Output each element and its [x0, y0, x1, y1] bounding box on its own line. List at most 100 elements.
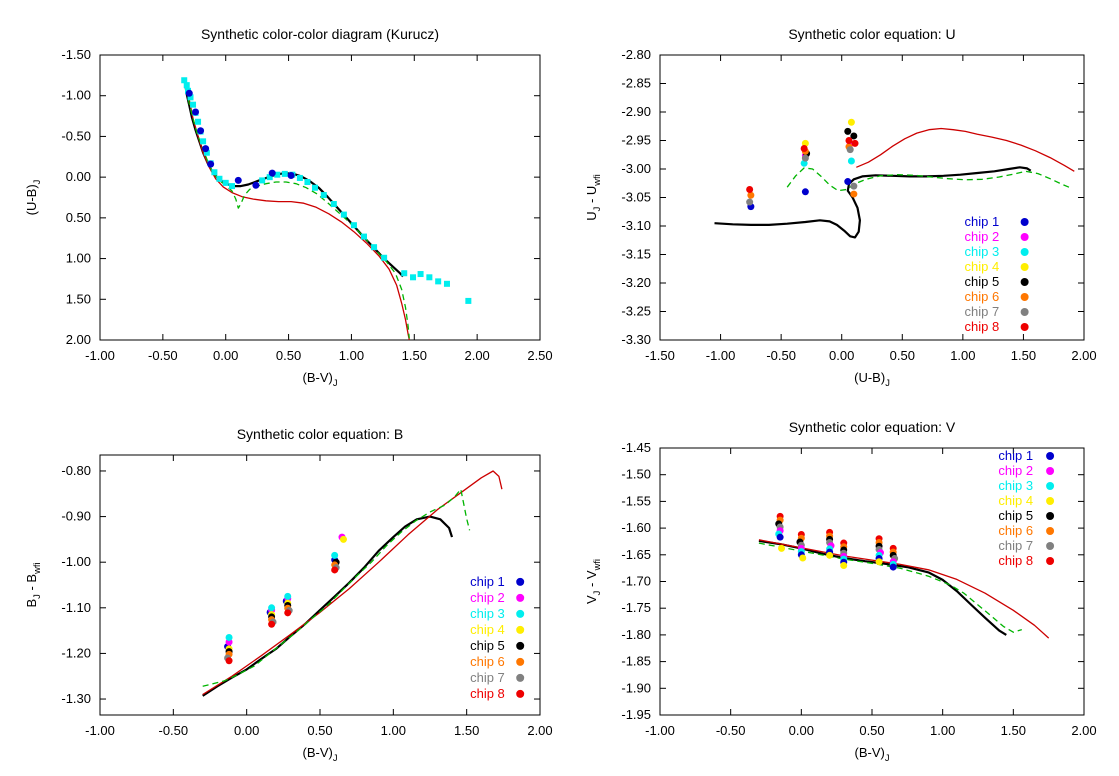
- svg-text:0.00: 0.00: [66, 169, 91, 184]
- svg-text:Synthetic color equation: V: Synthetic color equation: V: [789, 419, 956, 435]
- svg-text:-0.90: -0.90: [61, 509, 91, 524]
- svg-text:-3.25: -3.25: [621, 304, 651, 319]
- svg-text:Synthetic color equation: B: Synthetic color equation: B: [237, 426, 404, 442]
- svg-text:-1.00: -1.00: [645, 723, 675, 738]
- svg-text:-1.80: -1.80: [621, 627, 651, 642]
- svg-text:1.00: 1.00: [66, 251, 91, 266]
- svg-text:-1.55: -1.55: [621, 493, 651, 508]
- color-equation-v-plot: -1.00 -0.50 0.00 0.50 1.00 1.50 2.00 -1.45 -1.50…: [584, 419, 1097, 763]
- svg-text:(B-V)J: (B-V)J: [854, 745, 889, 763]
- svg-text:chip 3: chip 3: [964, 244, 999, 259]
- svg-text:chip 5: chip 5: [998, 508, 1033, 523]
- svg-text:-1.10: -1.10: [61, 600, 91, 615]
- svg-text:-1.00: -1.00: [706, 348, 736, 363]
- svg-text:2.00: 2.00: [1071, 348, 1096, 363]
- svg-text:-2.80: -2.80: [621, 47, 651, 62]
- svg-text:1.00: 1.00: [950, 348, 975, 363]
- svg-text:-2.95: -2.95: [621, 133, 651, 148]
- svg-text:(U-B)J: (U-B)J: [24, 180, 42, 216]
- svg-text:chip 7: chip 7: [964, 304, 999, 319]
- svg-text:1.00: 1.00: [339, 348, 364, 363]
- svg-text:2.00: 2.00: [66, 332, 91, 347]
- svg-text:0.00: 0.00: [234, 723, 259, 738]
- svg-text:0.50: 0.50: [276, 348, 301, 363]
- color-color-diagram-plot: -1.00 -0.50 0.00 0.50 1.00 1.50 2.00 2.50 -1.50 -…: [24, 26, 553, 388]
- svg-text:chip 3: chip 3: [998, 478, 1033, 493]
- svg-text:0.00: 0.00: [213, 348, 238, 363]
- svg-text:-0.50: -0.50: [766, 348, 796, 363]
- svg-text:0.50: 0.50: [890, 348, 915, 363]
- svg-text:chip 6: chip 6: [470, 654, 505, 669]
- svg-text:chip 4: chip 4: [470, 622, 505, 637]
- svg-text:chip 4: chip 4: [964, 259, 999, 274]
- svg-text:-0.80: -0.80: [61, 463, 91, 478]
- color-equation-b-plot: -1.00 -0.50 0.00 0.50 1.00 1.50 2.00 -0.80 -0.90…: [24, 426, 553, 763]
- svg-text:1.50: 1.50: [66, 291, 91, 306]
- svg-text:chip 8: chip 8: [998, 553, 1033, 568]
- svg-text:-3.15: -3.15: [621, 247, 651, 262]
- svg-text:-1.00: -1.00: [61, 88, 91, 103]
- svg-text:chip 7: chip 7: [998, 538, 1033, 553]
- svg-text:chip 5: chip 5: [470, 638, 505, 653]
- svg-text:-1.95: -1.95: [621, 707, 651, 722]
- svg-text:chip 4: chip 4: [998, 493, 1033, 508]
- svg-text:(U-B)J: (U-B)J: [854, 370, 890, 388]
- svg-text:-3.05: -3.05: [621, 190, 651, 205]
- svg-text:-1.50: -1.50: [621, 467, 651, 482]
- svg-text:chip 2: chip 2: [964, 229, 999, 244]
- svg-text:1.00: 1.00: [381, 723, 406, 738]
- svg-text:1.50: 1.50: [1001, 723, 1026, 738]
- svg-text:1.00: 1.00: [930, 723, 955, 738]
- color-equation-u-plot: -1.50 -1.00 -0.50 0.00 0.50 1.00 1.50 2.00 -2.80…: [584, 26, 1097, 388]
- svg-text:chip 1: chip 1: [470, 574, 505, 589]
- svg-text:-1.20: -1.20: [61, 645, 91, 660]
- svg-text:1.50: 1.50: [402, 348, 427, 363]
- svg-text:chip 7: chip 7: [470, 670, 505, 685]
- svg-text:chip 8: chip 8: [964, 319, 999, 334]
- svg-text:2.00: 2.00: [527, 723, 552, 738]
- svg-text:-3.10: -3.10: [621, 218, 651, 233]
- svg-text:-2.85: -2.85: [621, 76, 651, 91]
- svg-text:chip 6: chip 6: [964, 289, 999, 304]
- svg-text:-0.50: -0.50: [61, 128, 91, 143]
- svg-text:-1.75: -1.75: [621, 600, 651, 615]
- svg-text:-0.50: -0.50: [716, 723, 746, 738]
- svg-text:0.50: 0.50: [307, 723, 332, 738]
- svg-text:-2.90: -2.90: [621, 104, 651, 119]
- svg-text:-1.60: -1.60: [621, 520, 651, 535]
- svg-text:BJ - Bwfi: BJ - Bwfi: [24, 563, 42, 608]
- svg-text:0.50: 0.50: [859, 723, 884, 738]
- chart-panel-color-color-diagram: -1.00 -0.50 0.00 0.50 1.00 1.50 2.00 2.50 -1.50 -…: [0, 0, 560, 388]
- svg-text:-1.65: -1.65: [621, 547, 651, 562]
- svg-text:(B-V)J: (B-V)J: [302, 370, 337, 388]
- svg-text:-3.00: -3.00: [621, 161, 651, 176]
- svg-text:2.50: 2.50: [527, 348, 552, 363]
- svg-text:VJ - Vwfi: VJ - Vwfi: [584, 559, 602, 604]
- svg-text:-1.70: -1.70: [621, 574, 651, 589]
- svg-text:UJ - Uwfi: UJ - Uwfi: [584, 174, 602, 220]
- chart-panel-color-equation-v: -1.00 -0.50 0.00 0.50 1.00 1.50 2.00 -1.45 -1.50…: [560, 388, 1119, 776]
- svg-text:0.50: 0.50: [66, 210, 91, 225]
- svg-text:chip 6: chip 6: [998, 523, 1033, 538]
- svg-text:-1.00: -1.00: [61, 554, 91, 569]
- svg-text:0.00: 0.00: [789, 723, 814, 738]
- svg-text:(B-V)J: (B-V)J: [302, 745, 337, 763]
- svg-text:chip 1: chip 1: [964, 214, 999, 229]
- svg-text:2.00: 2.00: [464, 348, 489, 363]
- svg-text:2.00: 2.00: [1071, 723, 1096, 738]
- svg-text:-0.50: -0.50: [148, 348, 178, 363]
- svg-text:-1.50: -1.50: [645, 348, 675, 363]
- svg-text:-1.90: -1.90: [621, 680, 651, 695]
- svg-text:-3.30: -3.30: [621, 332, 651, 347]
- chart-panel-color-equation-b: -1.00 -0.50 0.00 0.50 1.00 1.50 2.00 -0.80 -0.90…: [0, 388, 560, 776]
- svg-text:chip 8: chip 8: [470, 686, 505, 701]
- svg-text:1.50: 1.50: [454, 723, 479, 738]
- svg-text:chip 3: chip 3: [470, 606, 505, 621]
- svg-text:chip 5: chip 5: [964, 274, 999, 289]
- svg-text:1.50: 1.50: [1011, 348, 1036, 363]
- svg-text:-1.30: -1.30: [61, 691, 91, 706]
- svg-text:-1.00: -1.00: [85, 348, 115, 363]
- svg-text:0.00: 0.00: [829, 348, 854, 363]
- svg-text:-1.45: -1.45: [621, 440, 651, 455]
